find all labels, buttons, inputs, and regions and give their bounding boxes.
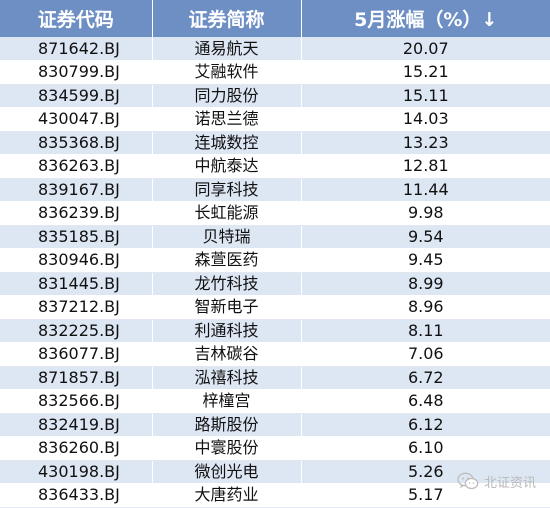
value-cell: 14.03 [301,107,550,132]
value-cell: 8.96 [301,295,550,320]
table-row[interactable]: 430047.BJ 诺思兰德 14.03 [0,107,550,132]
table-row[interactable]: 832566.BJ 梓橦宫 6.48 [0,389,550,414]
value-cell: 6.12 [301,413,550,437]
value-cell: 8.99 [301,272,550,296]
wechat-icon [457,472,479,491]
table-row[interactable]: 839167.BJ 同享科技 11.44 [0,178,550,202]
table-row[interactable]: 871857.BJ 泓禧科技 6.72 [0,366,550,390]
code-cell: 837212.BJ [0,295,153,320]
name-cell: 利通科技 [152,319,302,343]
value-cell: 15.21 [301,60,550,85]
value-cell: 6.72 [301,366,550,390]
table-row[interactable]: 834599.BJ 同力股份 15.11 [0,84,550,108]
name-cell: 路斯股份 [152,413,302,437]
code-cell: 834599.BJ [0,84,153,108]
value-cell: 20.07 [301,37,550,61]
value-cell: 6.48 [301,389,550,414]
table-row[interactable]: 830946.BJ 森萱医药 9.45 [0,248,550,273]
name-cell: 同享科技 [152,178,302,202]
code-cell: 832566.BJ [0,389,153,414]
name-cell: 艾融软件 [152,60,302,85]
name-cell: 泓禧科技 [152,366,302,390]
name-cell: 同力股份 [152,84,302,108]
table-row[interactable]: 837212.BJ 智新电子 8.96 [0,295,550,320]
value-cell: 6.10 [301,436,550,461]
value-cell: 5.17 [301,483,550,508]
watermark-text: 北证资讯 [483,476,536,491]
value-cell: 9.54 [301,225,550,249]
code-cell: 835185.BJ [0,225,153,249]
name-cell: 大唐药业 [152,483,302,508]
value-cell: 12.81 [301,154,550,179]
name-cell: 微创光电 [152,460,302,484]
code-cell: 839167.BJ [0,178,153,202]
name-cell: 诺思兰德 [152,107,302,132]
table-row[interactable]: 830799.BJ 艾融软件 15.21 [0,60,550,85]
name-cell: 中寰股份 [152,436,302,461]
code-cell: 836433.BJ [0,483,153,508]
code-cell: 832419.BJ [0,413,153,437]
value-cell: 15.11 [301,84,550,108]
code-cell: 836077.BJ [0,342,153,367]
table-row[interactable]: 836260.BJ 中寰股份 6.10 [0,436,550,461]
table-row[interactable]: 430198.BJ 微创光电 5.26 [0,460,550,484]
value-cell: 7.06 [301,342,550,367]
code-cell: 430198.BJ [0,460,153,484]
table-row[interactable]: 835368.BJ 连城数控 13.23 [0,131,550,155]
value-cell: 8.11 [301,319,550,343]
code-cell: 832225.BJ [0,319,153,343]
name-cell: 智新电子 [152,295,302,320]
header-may-change[interactable]: 5月涨幅（%）↓ [301,0,550,37]
table-body: 871642.BJ 通易航天 20.07 830799.BJ 艾融软件 15.21 8345… [0,37,550,508]
name-cell: 吉林碳谷 [152,342,302,367]
table-row[interactable]: 836077.BJ 吉林碳谷 7.06 [0,342,550,367]
header-name[interactable]: 证券简称 [152,0,302,37]
code-cell: 836263.BJ [0,154,153,179]
name-cell: 龙竹科技 [152,272,302,296]
code-cell: 831445.BJ [0,272,153,296]
table-row[interactable]: 832225.BJ 利通科技 8.11 [0,319,550,343]
code-cell: 871857.BJ [0,366,153,390]
watermark: 北证资讯 [457,472,536,491]
table-row[interactable]: 835185.BJ 贝特瑞 9.54 [0,225,550,249]
value-cell: 9.98 [301,201,550,226]
value-cell: 9.45 [301,248,550,273]
header-code[interactable]: 证券代码 [0,0,153,37]
code-cell: 835368.BJ [0,131,153,155]
name-cell: 梓橦宫 [152,389,302,414]
name-cell: 长虹能源 [152,201,302,226]
table-row[interactable]: 836263.BJ 中航泰达 12.81 [0,154,550,179]
table-row[interactable]: 832419.BJ 路斯股份 6.12 [0,413,550,437]
name-cell: 森萱医药 [152,248,302,273]
name-cell: 连城数控 [152,131,302,155]
name-cell: 中航泰达 [152,154,302,179]
value-cell: 13.23 [301,131,550,155]
table-row[interactable]: 836239.BJ 长虹能源 9.98 [0,201,550,226]
table-header-row: 证券代码 证券简称 5月涨幅（%）↓ [0,0,550,37]
value-cell: 11.44 [301,178,550,202]
code-cell: 830946.BJ [0,248,153,273]
code-cell: 871642.BJ [0,37,153,61]
code-cell: 430047.BJ [0,107,153,132]
code-cell: 836260.BJ [0,436,153,461]
value-cell: 5.26 [301,460,550,484]
name-cell: 贝特瑞 [152,225,302,249]
table-row[interactable]: 831445.BJ 龙竹科技 8.99 [0,272,550,296]
name-cell: 通易航天 [152,37,302,61]
code-cell: 830799.BJ [0,60,153,85]
table-row[interactable]: 871642.BJ 通易航天 20.07 [0,37,550,61]
code-cell: 836239.BJ [0,201,153,226]
